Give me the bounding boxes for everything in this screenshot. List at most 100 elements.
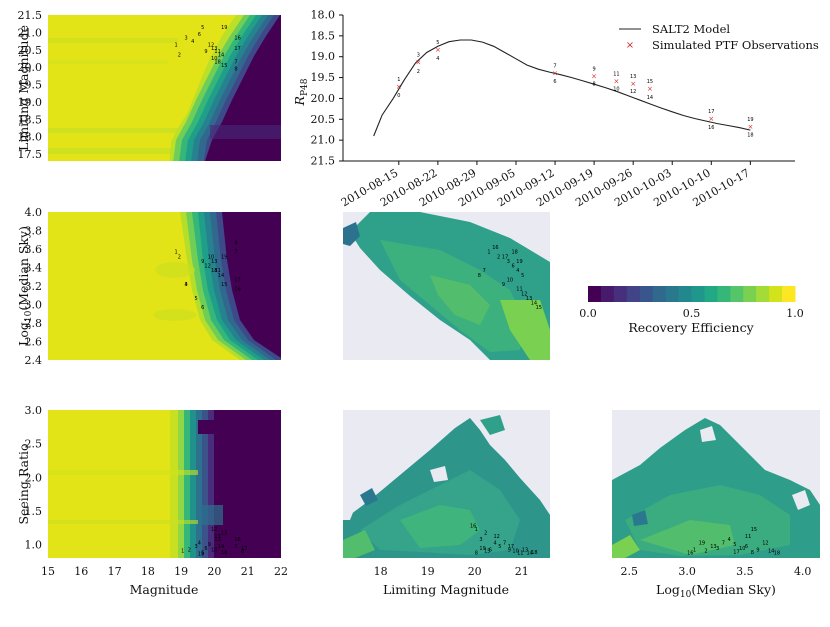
obs-point-label: 14 [531, 301, 537, 307]
obs-point-label: 5 [733, 542, 736, 548]
obs-point-label: 3 [716, 546, 719, 552]
xlabel-log-sub: 10 [680, 590, 692, 600]
y-tick-label: 3.8 [25, 225, 43, 238]
obs-point-label: 7 [483, 268, 486, 274]
obs-point-label: 7 [553, 64, 556, 70]
obs-point-label: 4 [516, 268, 519, 274]
obs-point-label: 19 [516, 259, 522, 265]
obs-point-label: 5 [195, 296, 198, 302]
obs-point-label: 7 [234, 544, 237, 550]
light-curve-legend: SALT2 Model × Simulated PTF Observations [619, 22, 819, 52]
obs-point-label: 7 [234, 250, 237, 256]
obs-point-label: 7 [722, 541, 725, 547]
y-tick-label: 2.5 [25, 438, 43, 451]
obs-point-label: 2 [417, 69, 420, 75]
xlabel-limiting-magnitude: Limiting Magnitude [383, 582, 509, 597]
obs-point-label: 12 [630, 89, 636, 95]
obs-marker: × [415, 59, 421, 67]
legend-model-label: SALT2 Model [652, 22, 730, 36]
obs-point-label: 2 [178, 254, 181, 260]
obs-point-label: 9 [593, 67, 596, 73]
obs-point-label: 10 [739, 546, 745, 552]
yaxis-mag-vs-logsky: 2.4 2.6 2.8 3.0 3.2 3.4 3.6 3.8 4.0 [25, 206, 43, 367]
obs-point-label: 6 [489, 547, 492, 553]
obs-point-label: 0 [397, 93, 400, 99]
obs-point-label: 1 [475, 527, 478, 533]
obs-point-label: 13 [710, 544, 716, 550]
y-tick-label: 17.5 [18, 148, 43, 161]
obs-point-label: 14 [527, 551, 533, 557]
obs-point-label: 15 [221, 531, 227, 537]
colorbar-step [782, 286, 796, 302]
x-tick-label: 3.0 [678, 565, 696, 578]
x-tick-label: 21 [515, 565, 529, 578]
obs-point-label: 18 [221, 550, 227, 556]
y-tick-label: 2.8 [25, 317, 43, 330]
heatmap-mag-vs-seeing [48, 410, 281, 558]
obs-point-label: 15 [221, 282, 227, 288]
colorbar-tick-label: 0.5 [683, 307, 701, 320]
obs-point-label: 11 [516, 287, 522, 293]
obs-point-label: 6 [512, 264, 515, 270]
y-tick-label: 2.6 [25, 336, 43, 349]
xaxis-limmag-vs-seeing: 18 19 20 21 [374, 565, 529, 578]
obs-point-label: 10 [208, 254, 214, 260]
obs-point-label: 2 [188, 547, 191, 553]
obs-point-label: 15 [751, 527, 757, 533]
y-tick-label: 21.5 [18, 9, 43, 22]
obs-point-label: 8 [234, 67, 237, 73]
y-tick-label: 19.5 [18, 79, 43, 92]
obs-point-label: 6 [201, 305, 204, 311]
obs-point-label: 10 [211, 547, 217, 553]
obs-point-label: 14 [218, 273, 224, 279]
y-tick-label: 20.0 [18, 61, 43, 74]
obs-point-label: 3 [507, 259, 510, 265]
obs-point-label: 12 [208, 42, 214, 48]
x-tick-label: 19 [421, 565, 435, 578]
obs-point-label: 5 [436, 40, 439, 46]
ylabel-log-sub: 10 [24, 310, 34, 322]
obs-point-label: 13 [522, 547, 528, 553]
obs-point-label: 13 [630, 74, 636, 80]
colorbar-tick-label: 1.0 [786, 307, 804, 320]
x-tick-label: 15 [41, 565, 55, 578]
obs-point-label: 19 [221, 254, 227, 260]
obs-point-label: 7 [234, 60, 237, 66]
obs-point-label: 5 [201, 551, 204, 557]
colorbar-step [769, 286, 783, 302]
obs-point-label: 10 [512, 549, 518, 555]
x-tick-label: 21 [241, 565, 255, 578]
obs-point-label: 11 [517, 551, 523, 557]
obs-marker: × [747, 123, 753, 131]
y-tick-label: 4.0 [25, 206, 43, 219]
heatmap-limmag-vs-logsky [343, 212, 550, 360]
obs-point-label: 1 [693, 547, 696, 553]
colorbar-step [665, 286, 680, 302]
colorbar-step [588, 286, 602, 302]
obs-point-label: 12 [762, 541, 768, 547]
obs-point-label: 14 [218, 53, 224, 59]
y-tick-label: 18.5 [18, 113, 43, 126]
obs-point-label: 3 [479, 537, 482, 543]
obs-point-label: 16 [234, 287, 240, 293]
colorbar-ticks: 0.0 0.5 1.0 [579, 307, 804, 320]
light-curve-xticks: 2010-08-152010-08-222010-08-292010-09-05… [339, 161, 752, 209]
obs-point-label: 19 [747, 117, 753, 123]
x-tick-label: 16 [74, 565, 88, 578]
colorbar-step [600, 286, 615, 302]
salt2-model-line [373, 39, 751, 137]
obs-point-label: 1 [175, 42, 178, 48]
heatmap-mag-vs-logsky [48, 212, 281, 360]
legend-obs-label: Simulated PTF Observations [652, 38, 819, 52]
obs-point-label: 19 [198, 551, 204, 557]
y-tick-label: 3.0 [25, 299, 43, 312]
